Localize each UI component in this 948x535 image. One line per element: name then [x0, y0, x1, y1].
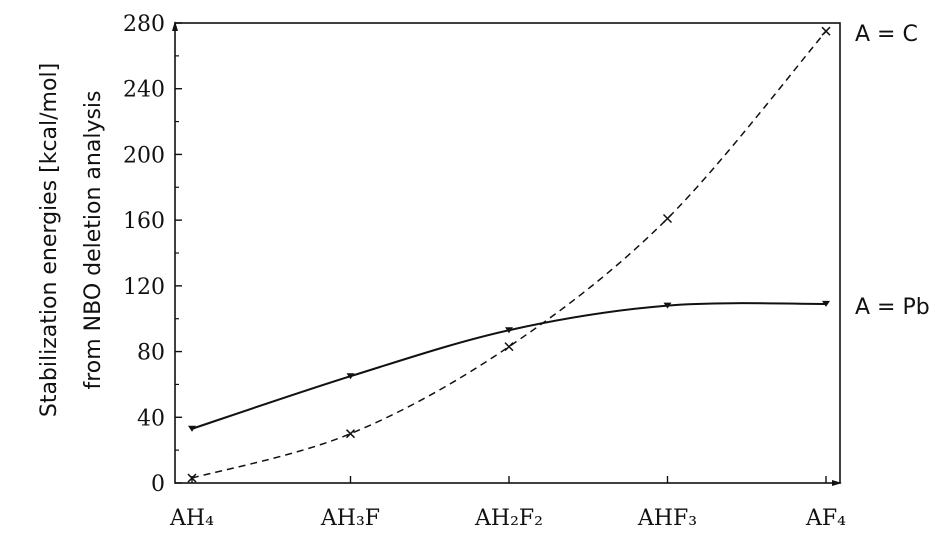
y-ticks: 0 40 80 120 160 200 240 280: [123, 12, 182, 497]
y-tick-label: 200: [123, 143, 165, 168]
plot-frame: [174, 22, 841, 484]
y-tick-label: 280: [123, 12, 165, 37]
y-tick-label: 160: [123, 209, 165, 234]
series-line: [191, 302, 827, 430]
x-tick-label: AH₃F: [320, 506, 380, 531]
y-tick-label: 0: [151, 472, 165, 497]
y-axis-title-line-2: from NBO deletion analysis: [81, 90, 106, 389]
series-label: A = C: [855, 22, 918, 47]
series-1: A = C: [187, 22, 918, 483]
data-point-triangle: [663, 302, 672, 309]
data-point-triangle: [505, 327, 513, 334]
x-tick-label: AF₄: [805, 506, 846, 531]
x-tick-label: AHF₃: [637, 506, 697, 531]
y-tick-label: 120: [123, 275, 165, 300]
data-point-triangle: [188, 425, 196, 432]
data-point-triangle: [822, 300, 830, 307]
data-point-x: [187, 473, 197, 483]
x-tick-label: AH₂F₂: [474, 506, 543, 531]
series: A = C A = Pb: [187, 22, 930, 483]
x-axis-arrow: [832, 480, 842, 486]
series-label: A = Pb: [855, 295, 930, 320]
y-tick-label: 80: [137, 341, 165, 366]
x-tick-label: AH₄: [169, 506, 214, 531]
y-axis-title: Stabilization energies [kcal/mol] from N…: [37, 63, 106, 417]
series-2: A = Pb: [188, 295, 930, 432]
data-point-x: [662, 213, 673, 224]
data-point-x: [504, 342, 514, 352]
series-line: [191, 30, 827, 479]
y-tick-label: 40: [137, 406, 165, 431]
y-tick-label: 240: [123, 78, 165, 103]
x-ticks: AH₄ AH₃F AH₂F₂ AHF₃ AF₄: [169, 476, 846, 531]
y-axis-title-line-1: Stabilization energies [kcal/mol]: [37, 63, 62, 417]
data-point-triangle: [346, 373, 355, 380]
axes: [172, 21, 842, 486]
data-point-x: [345, 429, 356, 439]
y-axis-arrow: [172, 21, 178, 31]
data-point-x: [821, 26, 831, 36]
